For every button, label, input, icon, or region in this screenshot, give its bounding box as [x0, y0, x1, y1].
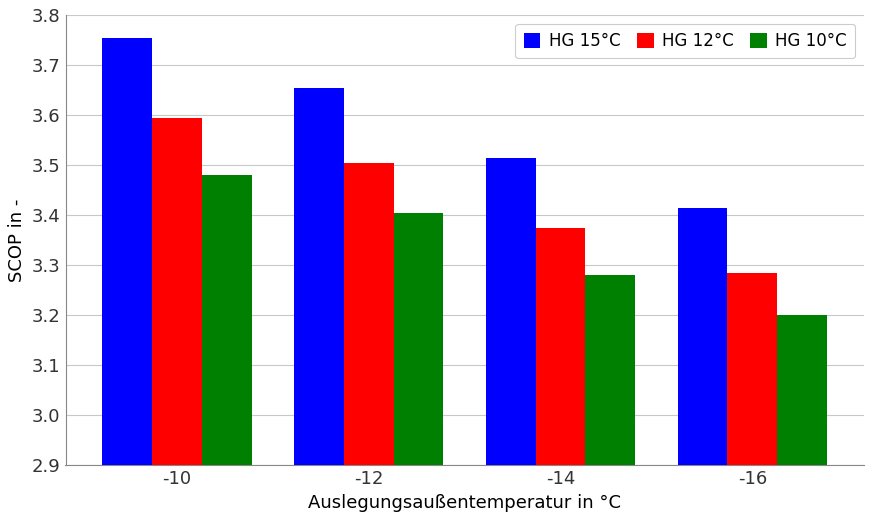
Bar: [102, 38, 152, 520]
Bar: [201, 175, 252, 520]
X-axis label: Auslegungsaußentemperatur in °C: Auslegungsaußentemperatur in °C: [308, 493, 621, 512]
Bar: [152, 118, 201, 520]
Bar: [777, 315, 828, 520]
Bar: [486, 158, 535, 520]
Bar: [678, 208, 727, 520]
Bar: [294, 88, 344, 520]
Bar: [727, 273, 777, 520]
Legend: HG 15°C, HG 12°C, HG 10°C: HG 15°C, HG 12°C, HG 10°C: [515, 24, 855, 58]
Bar: [393, 213, 444, 520]
Bar: [585, 275, 636, 520]
Bar: [535, 228, 585, 520]
Bar: [344, 163, 393, 520]
Y-axis label: SCOP in -: SCOP in -: [9, 199, 26, 282]
